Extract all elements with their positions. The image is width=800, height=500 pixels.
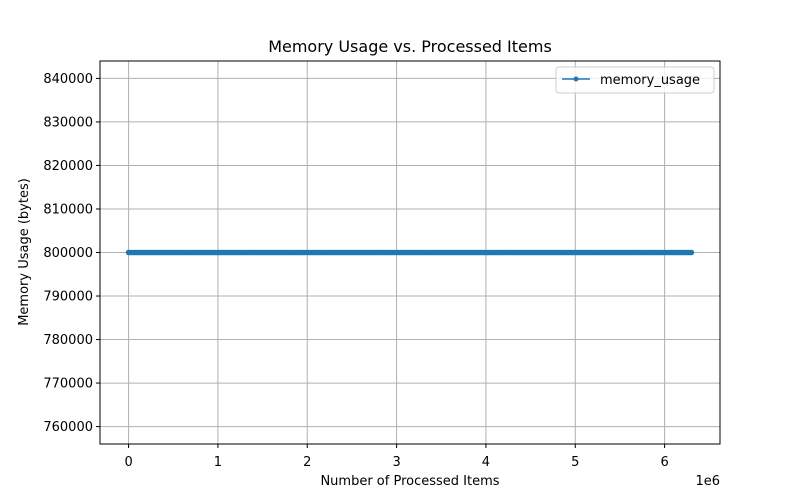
x-tick-label: 3: [392, 455, 400, 470]
y-tick-label: 840000: [43, 72, 93, 87]
x-axis-label: Number of Processed Items: [320, 474, 499, 489]
y-tick-label: 820000: [43, 159, 93, 174]
x-axis-offset-label: 1e6: [695, 474, 720, 489]
legend-series-label: memory_usage: [600, 73, 700, 88]
x-axis-ticks: 0 1 2 3 4 5 6: [124, 444, 669, 470]
y-tick-label: 780000: [43, 333, 93, 348]
legend: memory_usage: [555, 66, 715, 94]
x-tick-label: 5: [571, 455, 579, 470]
legend-series-marker: [573, 76, 579, 82]
x-tick-label: 0: [124, 455, 132, 470]
data-point: [688, 249, 695, 256]
x-tick-label: 2: [303, 455, 311, 470]
x-tick-label: 1: [214, 455, 222, 470]
y-tick-label: 810000: [43, 202, 93, 217]
legend-box: [555, 66, 715, 94]
y-tick-label: 800000: [43, 246, 93, 261]
y-tick-label: 760000: [43, 420, 93, 435]
series-layer: [125, 249, 695, 256]
y-tick-label: 770000: [43, 377, 93, 392]
y-tick-label: 790000: [43, 290, 93, 305]
y-tick-label: 830000: [43, 115, 93, 130]
x-tick-label: 6: [660, 455, 668, 470]
y-axis-ticks: 760000 770000 780000 790000 800000 810000 8200…: [43, 72, 100, 435]
x-tick-label: 4: [482, 455, 490, 470]
series-points-memory_usage: [125, 249, 695, 256]
chart-title: Memory Usage vs. Processed Items: [268, 37, 552, 56]
y-axis-label: Memory Usage (bytes): [17, 178, 32, 326]
